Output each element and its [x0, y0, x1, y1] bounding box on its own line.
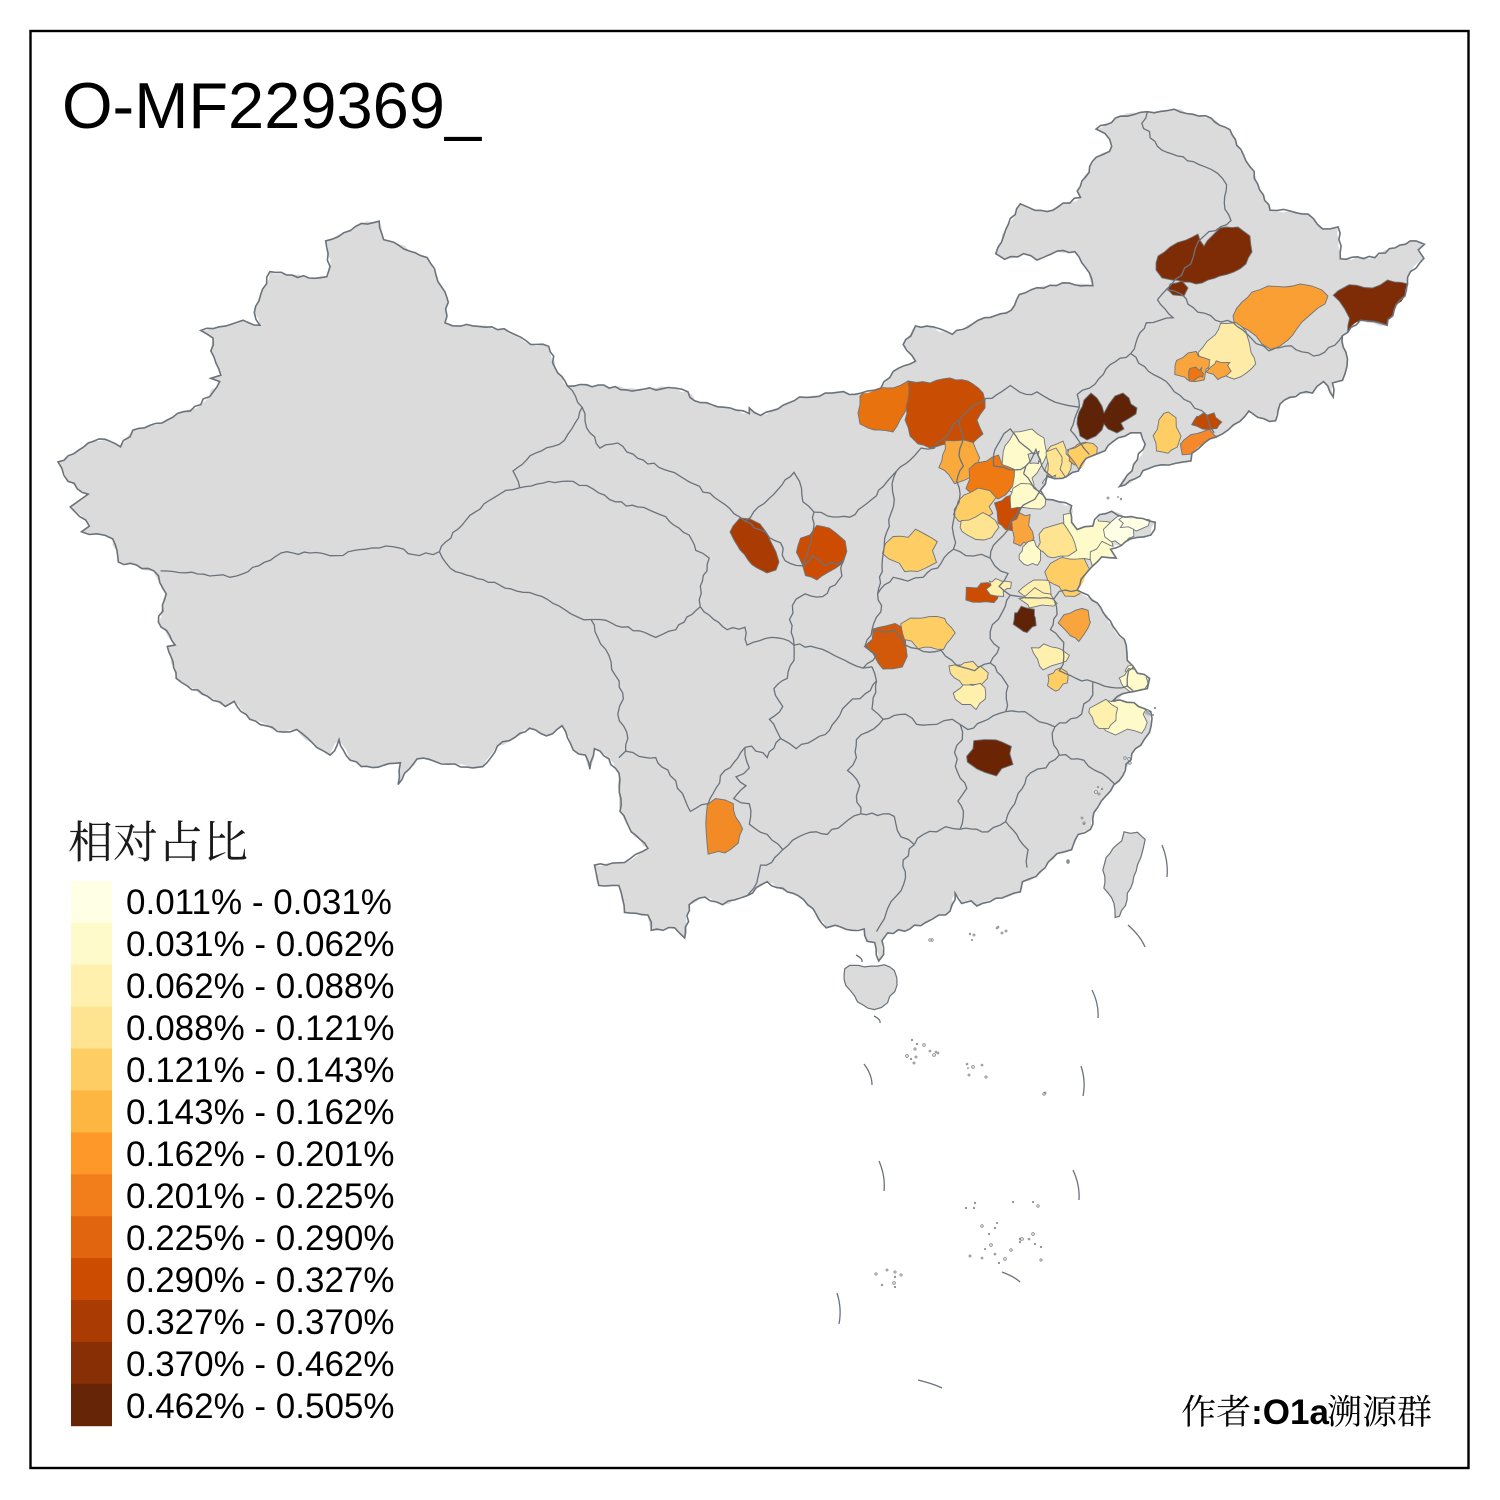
svg-text:0.327% - 0.370%: 0.327% - 0.370%	[126, 1303, 395, 1342]
svg-text:0.088% - 0.121%: 0.088% - 0.121%	[126, 1009, 395, 1048]
svg-text:0.201% - 0.225%: 0.201% - 0.225%	[126, 1177, 395, 1216]
svg-text:0.290% - 0.327%: 0.290% - 0.327%	[126, 1261, 395, 1300]
svg-text:0.225% - 0.290%: 0.225% - 0.290%	[126, 1219, 395, 1258]
svg-text:0.143% - 0.162%: 0.143% - 0.162%	[126, 1093, 395, 1132]
svg-text:0.062% - 0.088%: 0.062% - 0.088%	[126, 967, 395, 1006]
svg-text:0.011% - 0.031%: 0.011% - 0.031%	[126, 883, 392, 922]
svg-text:0.370% - 0.462%: 0.370% - 0.462%	[126, 1345, 395, 1384]
svg-text:0.162% - 0.201%: 0.162% - 0.201%	[126, 1135, 395, 1174]
svg-text:0.462% - 0.505%: 0.462% - 0.505%	[126, 1387, 395, 1426]
svg-text:0.121% - 0.143%: 0.121% - 0.143%	[126, 1051, 395, 1090]
svg-text::O1a: :O1a	[1251, 1393, 1329, 1432]
svg-text:O-MF229369_: O-MF229369_	[62, 69, 482, 142]
svg-text:0.031% - 0.062%: 0.031% - 0.062%	[126, 925, 395, 964]
